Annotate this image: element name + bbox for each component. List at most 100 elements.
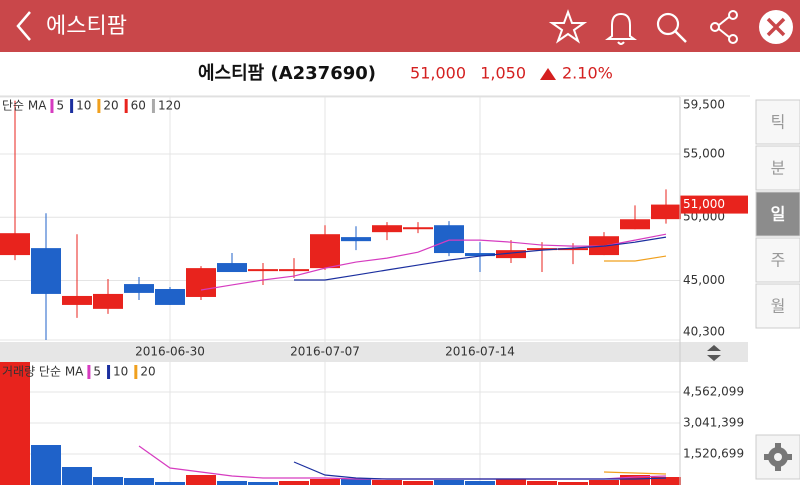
candle-body	[558, 248, 588, 251]
period-label: 일	[771, 205, 786, 224]
volume-bar	[558, 482, 588, 485]
alert-button[interactable]	[605, 12, 637, 45]
candle-body	[496, 250, 526, 259]
volume-bar	[496, 479, 526, 485]
favorite-button[interactable]	[548, 9, 588, 44]
x-tick-label: 2016-07-07	[290, 345, 360, 359]
candle-body	[31, 248, 61, 294]
volume-bar	[527, 481, 557, 485]
y-tick-label: 4,562,099	[683, 385, 744, 399]
candle-body	[124, 284, 154, 293]
period-label: 월	[771, 297, 786, 316]
candle-body	[217, 263, 247, 273]
period-tab[interactable]	[755, 145, 800, 191]
resize-handle[interactable]	[707, 345, 721, 361]
volume-bar	[0, 362, 30, 485]
x-tick-label: 2016-07-14	[445, 345, 515, 359]
candle-body	[403, 227, 433, 230]
share-button[interactable]	[710, 10, 738, 44]
period-label: 틱	[771, 113, 786, 132]
legend-label: 60	[131, 99, 146, 113]
search-button[interactable]	[656, 12, 687, 43]
change-percent: 2.10%	[562, 64, 613, 83]
volume-bar	[279, 481, 309, 485]
settings-icon	[764, 443, 792, 471]
header-title: 에스티팜	[46, 14, 127, 39]
legend-swatch	[70, 99, 74, 113]
legend-swatch	[87, 365, 91, 379]
volume-bar	[155, 482, 185, 485]
candle-body	[0, 233, 30, 256]
candle-body	[434, 225, 464, 254]
moving-average-line	[294, 236, 667, 281]
volume-bar	[93, 477, 123, 485]
volume-bar	[465, 481, 495, 485]
legend-swatch	[124, 99, 128, 113]
candle-body	[186, 268, 216, 297]
volume-bar	[589, 480, 619, 485]
y-tick-label: 45,000	[683, 273, 725, 287]
candle-body	[372, 225, 402, 233]
y-tick-label: 40,300	[683, 325, 725, 339]
legend-swatch	[151, 99, 155, 113]
candle-body	[465, 253, 495, 257]
price: 51,000	[410, 64, 466, 83]
volume-bar	[217, 481, 247, 485]
candle-body	[310, 234, 340, 269]
volume-bar	[372, 480, 402, 485]
legend-label: 20	[103, 99, 118, 113]
volume-bar	[248, 482, 278, 485]
volume-bar	[434, 480, 464, 485]
y-tick-label: 59,500	[683, 98, 725, 112]
current-price-label: 51,000	[683, 197, 725, 211]
period-tab[interactable]	[755, 99, 800, 145]
moving-average-line	[138, 445, 667, 480]
moving-average-line	[603, 471, 667, 475]
back-button[interactable]	[16, 11, 31, 41]
legend-title: 거래량 단순 MA	[2, 365, 84, 379]
volume-bar	[310, 479, 340, 485]
legend-label: 5	[93, 365, 101, 379]
header-bar	[0, 0, 800, 52]
legend-swatch	[134, 365, 138, 379]
legend-swatch	[50, 99, 54, 113]
up-arrow	[540, 68, 556, 80]
stock-name: 에스티팜 (A237690)	[198, 63, 376, 84]
volume-bar	[186, 474, 216, 485]
volume-bar	[341, 479, 371, 485]
period-tab[interactable]	[755, 191, 800, 237]
legend-swatch	[107, 365, 111, 379]
candle-body	[248, 269, 278, 272]
legend-label: 20	[140, 365, 155, 379]
legend-title: 단순 MA	[2, 99, 47, 113]
period-label: 주	[771, 251, 786, 270]
candle-body	[279, 269, 309, 272]
period-tab[interactable]	[755, 237, 800, 283]
legend-label: 10	[113, 365, 128, 379]
period-label: 분	[771, 159, 786, 178]
y-tick-label: 1,520,699	[683, 447, 744, 461]
volume-bar	[31, 445, 61, 485]
candle-body	[651, 204, 681, 220]
date-band	[0, 342, 748, 362]
candle-body	[527, 248, 557, 251]
period-tab[interactable]	[755, 283, 800, 329]
volume-bar	[124, 478, 154, 485]
candle-body	[62, 295, 92, 305]
current-price-marker	[680, 195, 748, 214]
legend-label: 10	[76, 99, 91, 113]
volume-bar	[620, 474, 650, 485]
candle-body	[93, 293, 123, 309]
legend-swatch	[97, 99, 101, 113]
volume-bar	[403, 481, 433, 485]
candle-body	[341, 237, 371, 242]
close-button[interactable]	[759, 10, 793, 44]
legend-label: 120	[158, 99, 181, 113]
legend-label: 5	[56, 99, 64, 113]
y-tick-label: 55,000	[683, 146, 725, 160]
change: 1,050	[480, 64, 526, 83]
moving-average-line	[293, 461, 667, 480]
moving-average-line	[200, 233, 667, 291]
